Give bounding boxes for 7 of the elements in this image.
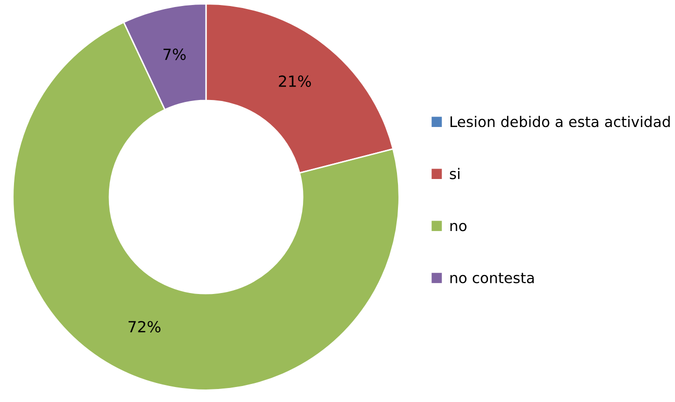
legend-label: no contesta (450, 272, 534, 284)
legend-label: Lesion debido a esta actividad (450, 116, 670, 128)
data-label: 21% (278, 75, 311, 87)
legend-label: no (450, 222, 466, 232)
data-label: 7% (164, 48, 186, 60)
legend-label: si (450, 168, 460, 180)
data-label: 72% (128, 320, 160, 332)
